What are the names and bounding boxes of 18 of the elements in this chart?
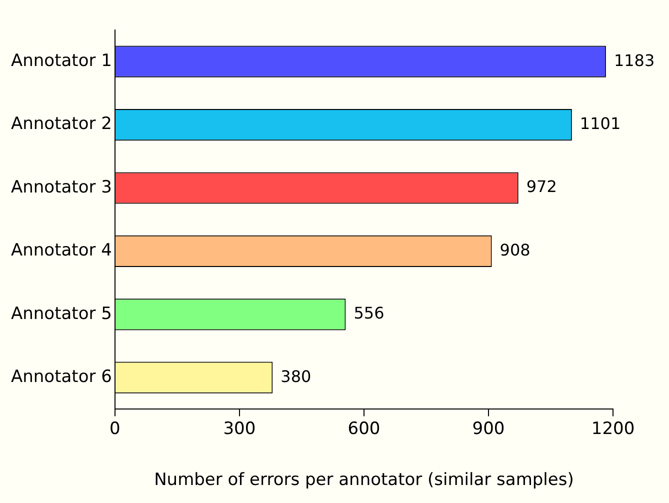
- y-tick-label: Annotator 1: [11, 51, 112, 72]
- x-tick-label: 600: [348, 418, 380, 439]
- y-tick-label: Annotator 5: [11, 304, 112, 324]
- data-label: 972: [526, 177, 557, 196]
- data-label: 1183: [614, 50, 655, 70]
- data-label: 380: [280, 366, 312, 386]
- x-tick-label: 300: [223, 418, 256, 439]
- data-label: 1101: [580, 114, 621, 133]
- data-label: 556: [354, 304, 384, 323]
- x-tick-label: 0: [110, 418, 120, 439]
- y-tick-label: Annotator 3: [11, 177, 112, 198]
- y-tick-label: Annotator 4: [11, 240, 112, 261]
- x-tick-label: 900: [472, 418, 505, 439]
- y-tick-label: Annotator 2: [11, 114, 112, 134]
- x-tick-label: 1200: [591, 418, 635, 439]
- x-axis-title: Number of errors per annotator (similar samples): [154, 470, 574, 490]
- y-tick-label: Annotator 6: [11, 367, 112, 388]
- data-label: 908: [500, 240, 530, 260]
